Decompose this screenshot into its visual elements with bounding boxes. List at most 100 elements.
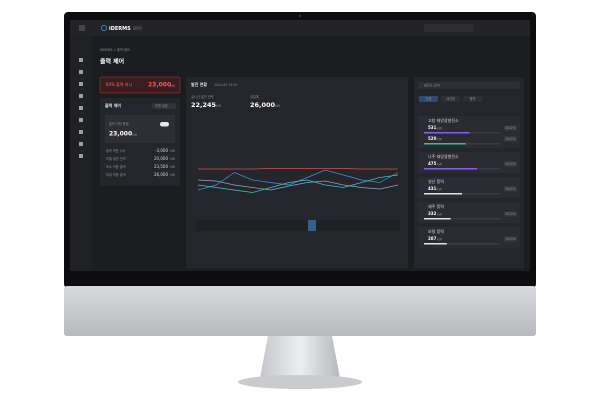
- plant-search[interactable]: [418, 82, 520, 89]
- logo: iDERMS: [109, 26, 131, 32]
- row-value: 26,000: [154, 172, 168, 177]
- plant-bar: [424, 143, 466, 145]
- current-value: 22,245: [191, 101, 217, 109]
- plant-pct: 38.2%: [505, 126, 515, 130]
- control-button[interactable]: [152, 103, 176, 109]
- plant-pct-badge: [504, 236, 517, 242]
- plant-card: [418, 177, 520, 198]
- plant-unit: kW: [437, 126, 443, 130]
- plant-card: [418, 202, 520, 223]
- row-label: 출력 목표 (%): [106, 148, 125, 153]
- tab-label[interactable]: 전체: [426, 96, 432, 101]
- plant-name: 제주 풍력: [428, 203, 444, 209]
- stand-neck: [260, 336, 340, 378]
- plant-card: [418, 227, 520, 248]
- plant-unit: kW: [437, 187, 443, 191]
- plant-pct: 38.2%: [505, 137, 515, 141]
- plant-bar: [424, 243, 447, 245]
- tab[interactable]: [419, 96, 438, 102]
- control-title: 출력 제어: [105, 102, 121, 108]
- plant-bar: [424, 168, 478, 170]
- current-unit: kW: [216, 104, 222, 108]
- page-title: 출력 제어: [100, 58, 124, 66]
- alert-card: [99, 76, 181, 94]
- plant-pct: 38.2%: [505, 162, 515, 166]
- plant-pct: 38.2%: [505, 237, 515, 241]
- alert-value: 23,000: [148, 82, 171, 89]
- top-bar: [70, 20, 530, 36]
- camera: [298, 14, 302, 18]
- plant-unit: kW: [437, 237, 443, 241]
- sidebar: [70, 36, 92, 271]
- tab-label[interactable]: 태양광: [446, 96, 455, 101]
- tab[interactable]: [441, 96, 460, 102]
- plant-search-placeholder[interactable]: 발전소 검색: [424, 83, 440, 88]
- capacity-card: [105, 115, 175, 143]
- plant-value: 431: [428, 186, 437, 191]
- current-label: 실시간 발전 전력: [191, 94, 214, 99]
- timeline: [196, 220, 400, 231]
- search-box[interactable]: [424, 24, 474, 32]
- plant-value: 475: [428, 161, 437, 166]
- plant-unit: kW: [437, 137, 443, 141]
- plant-name: 영산 풍력: [428, 178, 444, 184]
- stand-base: [238, 375, 362, 389]
- plant-bar: [424, 193, 462, 195]
- capacity-value: 23,000: [109, 131, 132, 138]
- target-label: 내일예: [250, 94, 259, 99]
- toggle[interactable]: [160, 122, 169, 127]
- menu-icon[interactable]: [79, 25, 85, 31]
- plant-bar: [424, 132, 470, 134]
- status-time: 2024.05 14:00: [214, 83, 237, 87]
- tab-label[interactable]: 풍력: [470, 96, 476, 101]
- plant-pct-badge: [504, 186, 517, 192]
- row-value: 23,500: [154, 164, 168, 169]
- row-unit: kW: [170, 165, 176, 169]
- trend-line: [198, 168, 398, 170]
- tab[interactable]: [463, 96, 482, 102]
- breadcrumb: iDERMS > 출력 제어: [100, 47, 130, 52]
- plant-pct-badge: [504, 125, 517, 131]
- plant-value: 531: [428, 125, 437, 130]
- plant-pct-badge: [504, 161, 517, 167]
- plant-unit: kW: [437, 212, 443, 216]
- alert-unit: kW: [170, 84, 176, 88]
- status-title: 발전 현황: [191, 81, 207, 87]
- plant-value: 332: [428, 211, 437, 216]
- chin: [64, 286, 536, 336]
- control-button-label[interactable]: 전체 설정: [155, 103, 168, 108]
- plant-name: 나주 태양광발전소: [428, 153, 459, 159]
- capacity-label: 출력 지정 용량: [109, 121, 129, 126]
- row-unit: kW: [170, 173, 176, 177]
- bar-track: [424, 218, 500, 220]
- alert-label: 64% 출력 지시: [106, 81, 132, 87]
- plant-value: 520: [428, 136, 437, 141]
- logo-mark: [101, 24, 108, 31]
- user[interactable]: 관리자: [133, 26, 142, 31]
- row-unit: kW: [170, 157, 176, 161]
- row-label: 최소 허용 출력: [106, 164, 126, 169]
- row-value: 20,000: [154, 156, 168, 161]
- plant-bar: [424, 218, 451, 220]
- plant-name: 고창 태양광발전소: [428, 117, 459, 123]
- plant-pct-badge: [504, 136, 517, 142]
- capacity-unit: kW: [132, 133, 138, 137]
- plant-pct: 38.2%: [505, 187, 515, 191]
- trend-line: [197, 174, 399, 193]
- row-label: 최대 허용 출력: [106, 172, 126, 177]
- plant-unit: kW: [437, 162, 443, 166]
- plant-name: 보령 풍력: [428, 228, 444, 234]
- row-label: 모델 발전 전력: [106, 156, 126, 161]
- row-value: -3,000: [155, 148, 168, 153]
- target-value: 26,000: [250, 101, 276, 109]
- target-unit: kW: [275, 104, 281, 108]
- plant-pct-badge: [504, 211, 517, 217]
- sidebar-icons: [79, 58, 83, 158]
- bar-track: [424, 243, 500, 245]
- row-unit: kW: [170, 149, 176, 153]
- trend-line: [197, 179, 399, 191]
- plant-card: [418, 152, 520, 173]
- timeline-handle[interactable]: [308, 220, 316, 231]
- plant-pct: 38.2%: [505, 212, 515, 216]
